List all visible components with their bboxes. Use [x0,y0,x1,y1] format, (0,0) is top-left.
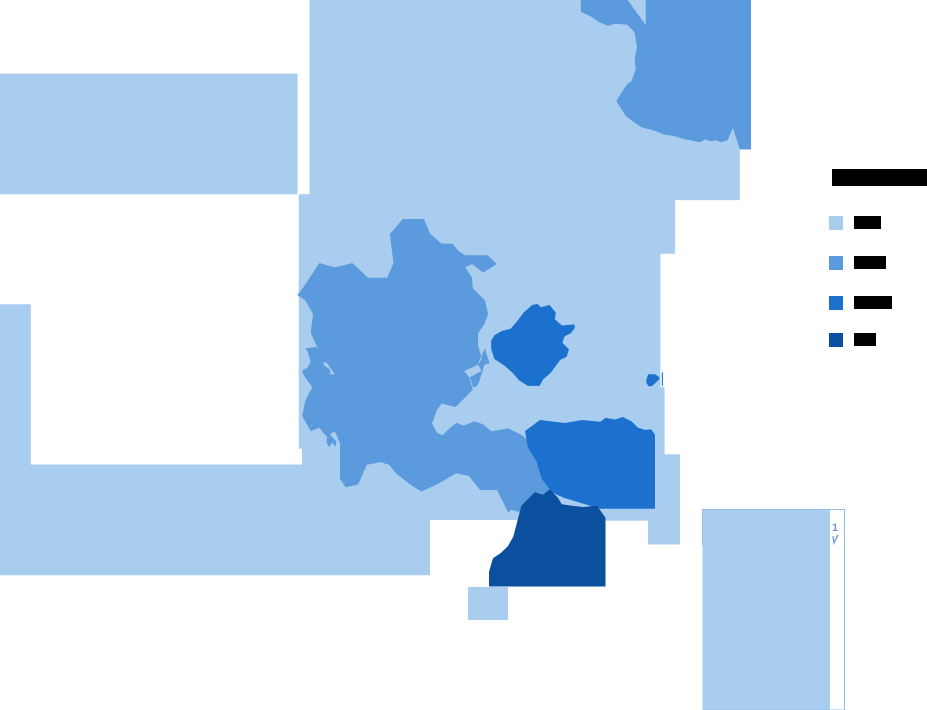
svg-text:1: 1 [832,522,838,534]
